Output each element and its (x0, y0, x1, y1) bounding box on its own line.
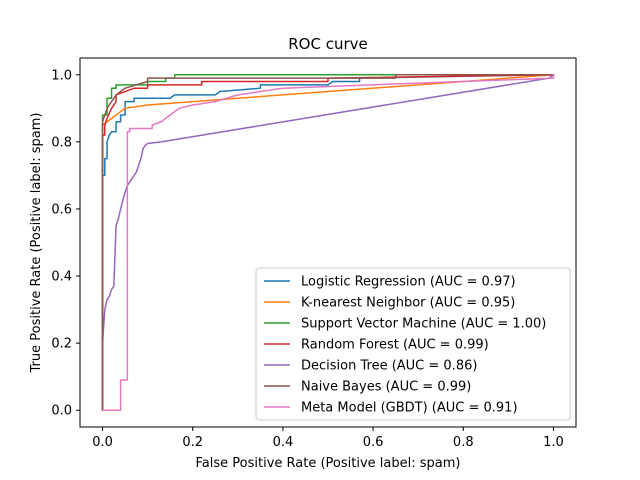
chart-title: ROC curve (288, 35, 368, 53)
axes-frame (79, 57, 577, 428)
plot-lines (101, 73, 555, 411)
y-tick-label: 0.6 (51, 202, 72, 217)
y-tick-label: 1.0 (51, 68, 72, 83)
legend-label: Naive Bayes (AUC = 0.99) (301, 380, 471, 395)
x-tick-label: 0.0 (92, 435, 113, 450)
legend-box (255, 267, 571, 421)
y-axis-ticks: 0.0 0.2 0.4 0.6 0.8 1.0 (51, 68, 80, 419)
y-axis-label: True Positive Rate (Positive label: spam… (29, 113, 44, 374)
x-tick-label: 0.6 (363, 435, 384, 450)
legend-label: Random Forest (AUC = 0.99) (301, 338, 489, 353)
roc-line-5 (101, 74, 555, 411)
roc-line-3 (101, 74, 555, 411)
roc-line-0 (101, 74, 555, 411)
legend-label: Meta Model (GBDT) (AUC = 0.91) (301, 401, 518, 416)
x-axis-ticks: 0.0 0.2 0.4 0.6 0.8 1.0 (92, 427, 564, 450)
y-tick-label: 0.2 (51, 337, 72, 352)
roc-line-2 (101, 74, 555, 411)
x-tick-label: 0.4 (273, 435, 294, 450)
roc-line-6 (101, 74, 555, 411)
legend-label: Logistic Regression (AUC = 0.97) (301, 275, 516, 290)
x-tick-label: 0.8 (453, 435, 474, 450)
legend: Logistic Regression (AUC = 0.97) K-neares… (255, 267, 571, 421)
x-tick-label: 1.0 (543, 435, 564, 450)
y-tick-label: 0.0 (51, 404, 72, 419)
x-axis-label: False Positive Rate (Positive label: spa… (196, 456, 461, 471)
legend-label: Support Vector Machine (AUC = 1.00) (301, 317, 546, 332)
y-tick-label: 0.4 (51, 270, 72, 285)
legend-label: Decision Tree (AUC = 0.86) (301, 359, 477, 374)
legend-label: K-nearest Neighbor (AUC = 0.95) (301, 296, 515, 311)
y-tick-label: 0.8 (51, 135, 72, 150)
roc-line-4 (101, 73, 555, 411)
x-tick-label: 0.2 (182, 435, 203, 450)
